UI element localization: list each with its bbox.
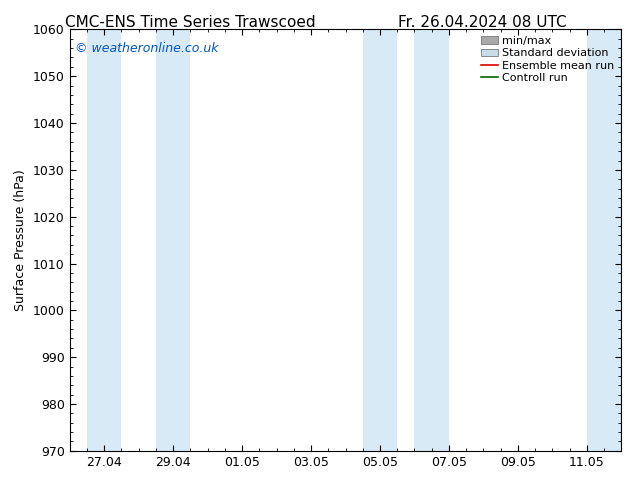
Text: Fr. 26.04.2024 08 UTC: Fr. 26.04.2024 08 UTC — [398, 15, 566, 30]
Y-axis label: Surface Pressure (hPa): Surface Pressure (hPa) — [15, 169, 27, 311]
Text: CMC-ENS Time Series Trawscoed: CMC-ENS Time Series Trawscoed — [65, 15, 316, 30]
Legend: min/max, Standard deviation, Ensemble mean run, Controll run: min/max, Standard deviation, Ensemble me… — [477, 32, 619, 87]
Bar — [87, 29, 122, 451]
Bar — [156, 29, 190, 451]
Text: © weatheronline.co.uk: © weatheronline.co.uk — [75, 42, 219, 55]
Bar — [363, 29, 398, 451]
Bar — [415, 29, 449, 451]
Bar — [587, 29, 621, 451]
